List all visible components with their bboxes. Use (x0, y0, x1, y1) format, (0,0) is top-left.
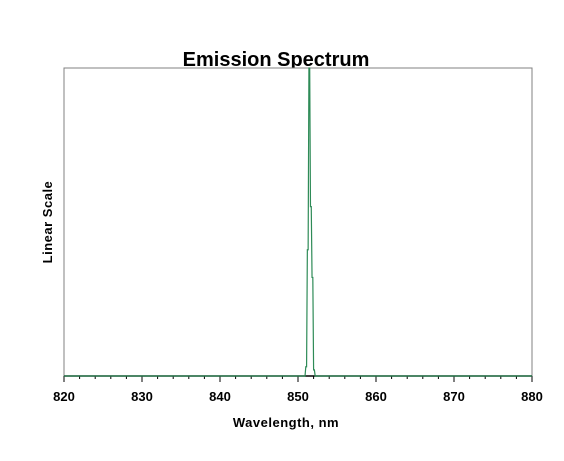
plot-area-frame (63, 67, 533, 377)
x-axis-major-ticks (63, 376, 533, 382)
x-tick-label: 840 (209, 389, 231, 404)
x-axis-label: Wavelength, nm (233, 415, 339, 430)
chart-title: Emission Spectrum (183, 49, 370, 71)
x-tick-label: 830 (131, 389, 153, 404)
x-tick-label: 870 (443, 389, 465, 404)
emission-series-line (64, 67, 532, 377)
x-tick-label: 860 (365, 389, 387, 404)
x-tick-label: 880 (521, 389, 543, 404)
y-axis-label: Linear Scale (40, 181, 55, 264)
x-tick-label: 850 (287, 389, 309, 404)
x-tick-label: 820 (53, 389, 75, 404)
x-axis-tick-labels: 820 830 840 850 860 870 880 (53, 389, 543, 404)
